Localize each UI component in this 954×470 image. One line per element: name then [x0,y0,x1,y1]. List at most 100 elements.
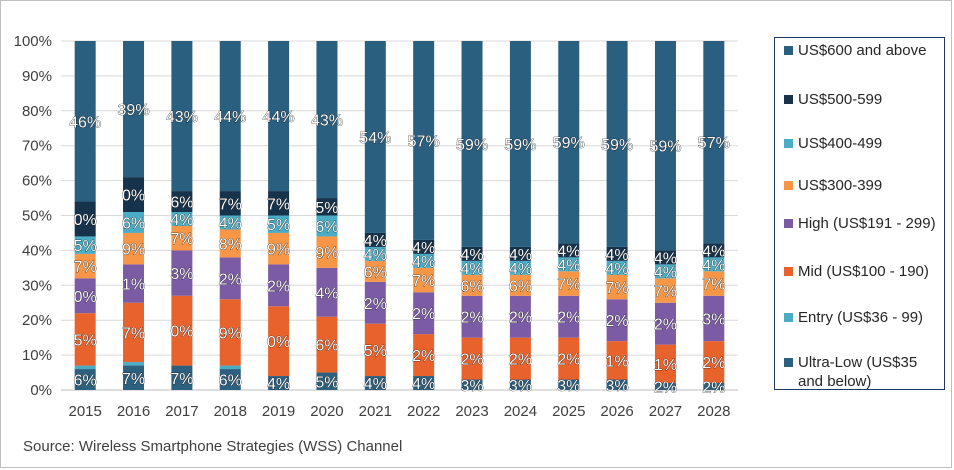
data-label: 5% [74,332,97,349]
y-tick-label: 30% [22,277,52,294]
legend-swatch [784,313,793,322]
legend-swatch [784,358,793,367]
x-tick-label: 2027 [649,403,682,420]
data-label: 6% [219,373,242,390]
x-tick-label: 2021 [359,403,392,420]
bar-segment [461,274,483,296]
x-tick-label: 2017 [165,403,198,420]
bar-segment [558,379,580,390]
bar-segment [268,232,290,265]
data-label: 4% [606,261,629,278]
bar-segment [268,306,290,377]
data-label: 6% [122,215,145,232]
bar-segment [74,253,96,279]
data-label: 7% [654,284,677,301]
bar-segment [268,41,290,192]
bar-segment [316,316,338,373]
data-label: 2% [654,380,677,397]
x-tick-label: 2018 [214,403,247,420]
data-label: 6% [364,264,387,281]
bar-segment [74,278,96,314]
x-axis-ticks: 2015 2016 2017 2018 2019 2020 2021 2022 2023 2024… [68,403,730,420]
bar-segment [703,341,725,384]
data-label: 1% [606,353,629,370]
data-label: 2% [606,313,629,330]
legend-label: US$500-599 [798,91,883,108]
bar-segment [123,41,145,178]
data-label: 59% [456,137,488,154]
data-label: 4% [654,264,677,281]
data-label: 9% [122,242,145,259]
bar-segment [171,191,193,213]
data-label: 3% [460,378,483,395]
bar-segment [703,41,725,244]
legend-swatch [784,95,793,104]
bar-segment [606,274,628,300]
data-label: 5% [315,374,338,391]
data-label: 2% [509,352,532,369]
data-label: 2% [412,348,435,365]
bar-segment [316,236,338,268]
data-label: 44% [214,109,246,126]
bar-segment [461,295,483,338]
data-label: 4% [364,233,387,250]
bar-segment [558,257,580,272]
data-label: 7% [122,371,145,388]
legend-label: Entry (US$36 - 99) [798,309,924,326]
x-tick-label: 2022 [407,403,440,420]
data-label: 3% [170,266,193,283]
data-label: 9% [315,245,338,262]
data-label: 2% [219,271,242,288]
bar-segment [268,264,290,307]
bar-segment [703,243,725,258]
data-label: 9% [267,242,290,259]
data-label: 4% [412,376,435,393]
bar-segment [606,299,628,342]
bar-segment [171,41,193,192]
bar-segment [703,257,725,272]
bar-segment [606,341,628,380]
legend-label: US$300-399 [798,177,883,194]
bar-segment [171,295,193,366]
bar-segment [703,295,725,342]
legend-label: Mid (US$100 - 190) [798,263,929,280]
data-label: 2% [460,310,483,327]
bar-segment [74,313,96,366]
data-label: 2% [702,355,725,372]
bar-segment [461,337,483,380]
bar-segment [268,215,290,233]
data-label: 4% [702,257,725,274]
data-label: 7% [702,277,725,294]
legend-label: Ultra-Low (US$35 and below) [798,354,918,390]
data-label: 2% [702,380,725,397]
bar-segment [219,257,241,300]
data-label: 7% [557,277,580,294]
data-label: 7% [267,196,290,213]
bar-segment [316,267,338,317]
data-label: 9% [219,325,242,342]
data-label: 7% [170,231,193,248]
data-label: 2% [557,310,580,327]
data-label: 0% [74,212,97,229]
bar-segment [268,376,290,390]
data-label: 46% [69,114,101,131]
data-label: 43% [311,113,343,130]
y-tick-label: 20% [22,312,52,329]
bar-segment [558,41,580,244]
bar-segment [558,337,580,380]
bar-segment [268,191,290,216]
x-tick-label: 2015 [68,403,101,420]
data-label: 2% [364,296,387,313]
data-label: 44% [263,109,295,126]
x-tick-label: 2028 [697,403,730,420]
data-label: 3% [557,378,580,395]
legend-label: US$400-499 [798,135,883,152]
data-label: 7% [122,325,145,342]
legend-label: High (US$191 - 299) [798,215,936,232]
data-label: 3% [509,378,532,395]
data-label: 5% [315,200,338,217]
y-tick-label: 0% [30,382,52,399]
bar-segment [606,379,628,390]
data-label: 3% [606,378,629,395]
